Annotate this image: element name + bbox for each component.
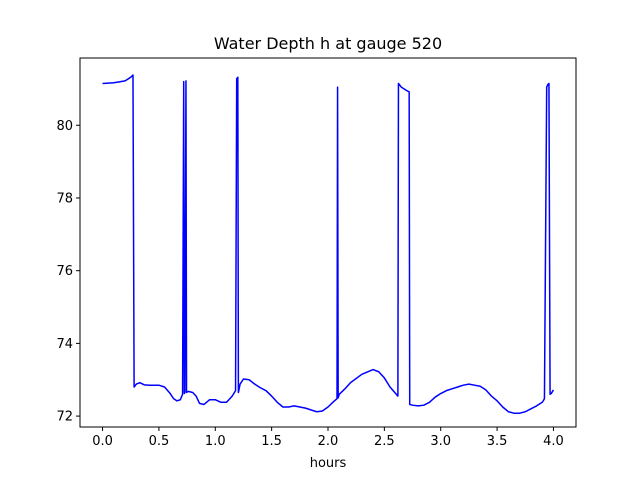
x-tick-label: 4.0 <box>543 434 564 449</box>
x-tick-label: 1.0 <box>205 434 226 449</box>
series-line-0 <box>102 74 555 414</box>
chart-title: Water Depth h at gauge 520 <box>214 34 442 53</box>
x-tick-label: 2.5 <box>374 434 395 449</box>
x-tick-label: 2.0 <box>318 434 339 449</box>
plot-area <box>102 74 555 414</box>
y-axis: 72 74 76 78 80 <box>56 119 80 425</box>
x-tick-label: 0.5 <box>149 434 170 449</box>
y-tick-label: 72 <box>56 410 73 425</box>
x-tick-label: 1.5 <box>261 434 282 449</box>
x-axis: 0.0 0.5 1.0 1.5 2.0 2.5 3.0 3.5 4.0 <box>92 427 564 449</box>
y-tick-label: 76 <box>56 264 73 279</box>
y-tick-label: 74 <box>56 337 73 352</box>
x-tick-label: 0.0 <box>92 434 113 449</box>
x-tick-label: 3.5 <box>487 434 508 449</box>
y-tick-label: 78 <box>56 191 73 206</box>
x-tick-label: 3.0 <box>430 434 451 449</box>
y-tick-label: 80 <box>56 119 73 134</box>
x-axis-label: hours <box>310 456 347 471</box>
